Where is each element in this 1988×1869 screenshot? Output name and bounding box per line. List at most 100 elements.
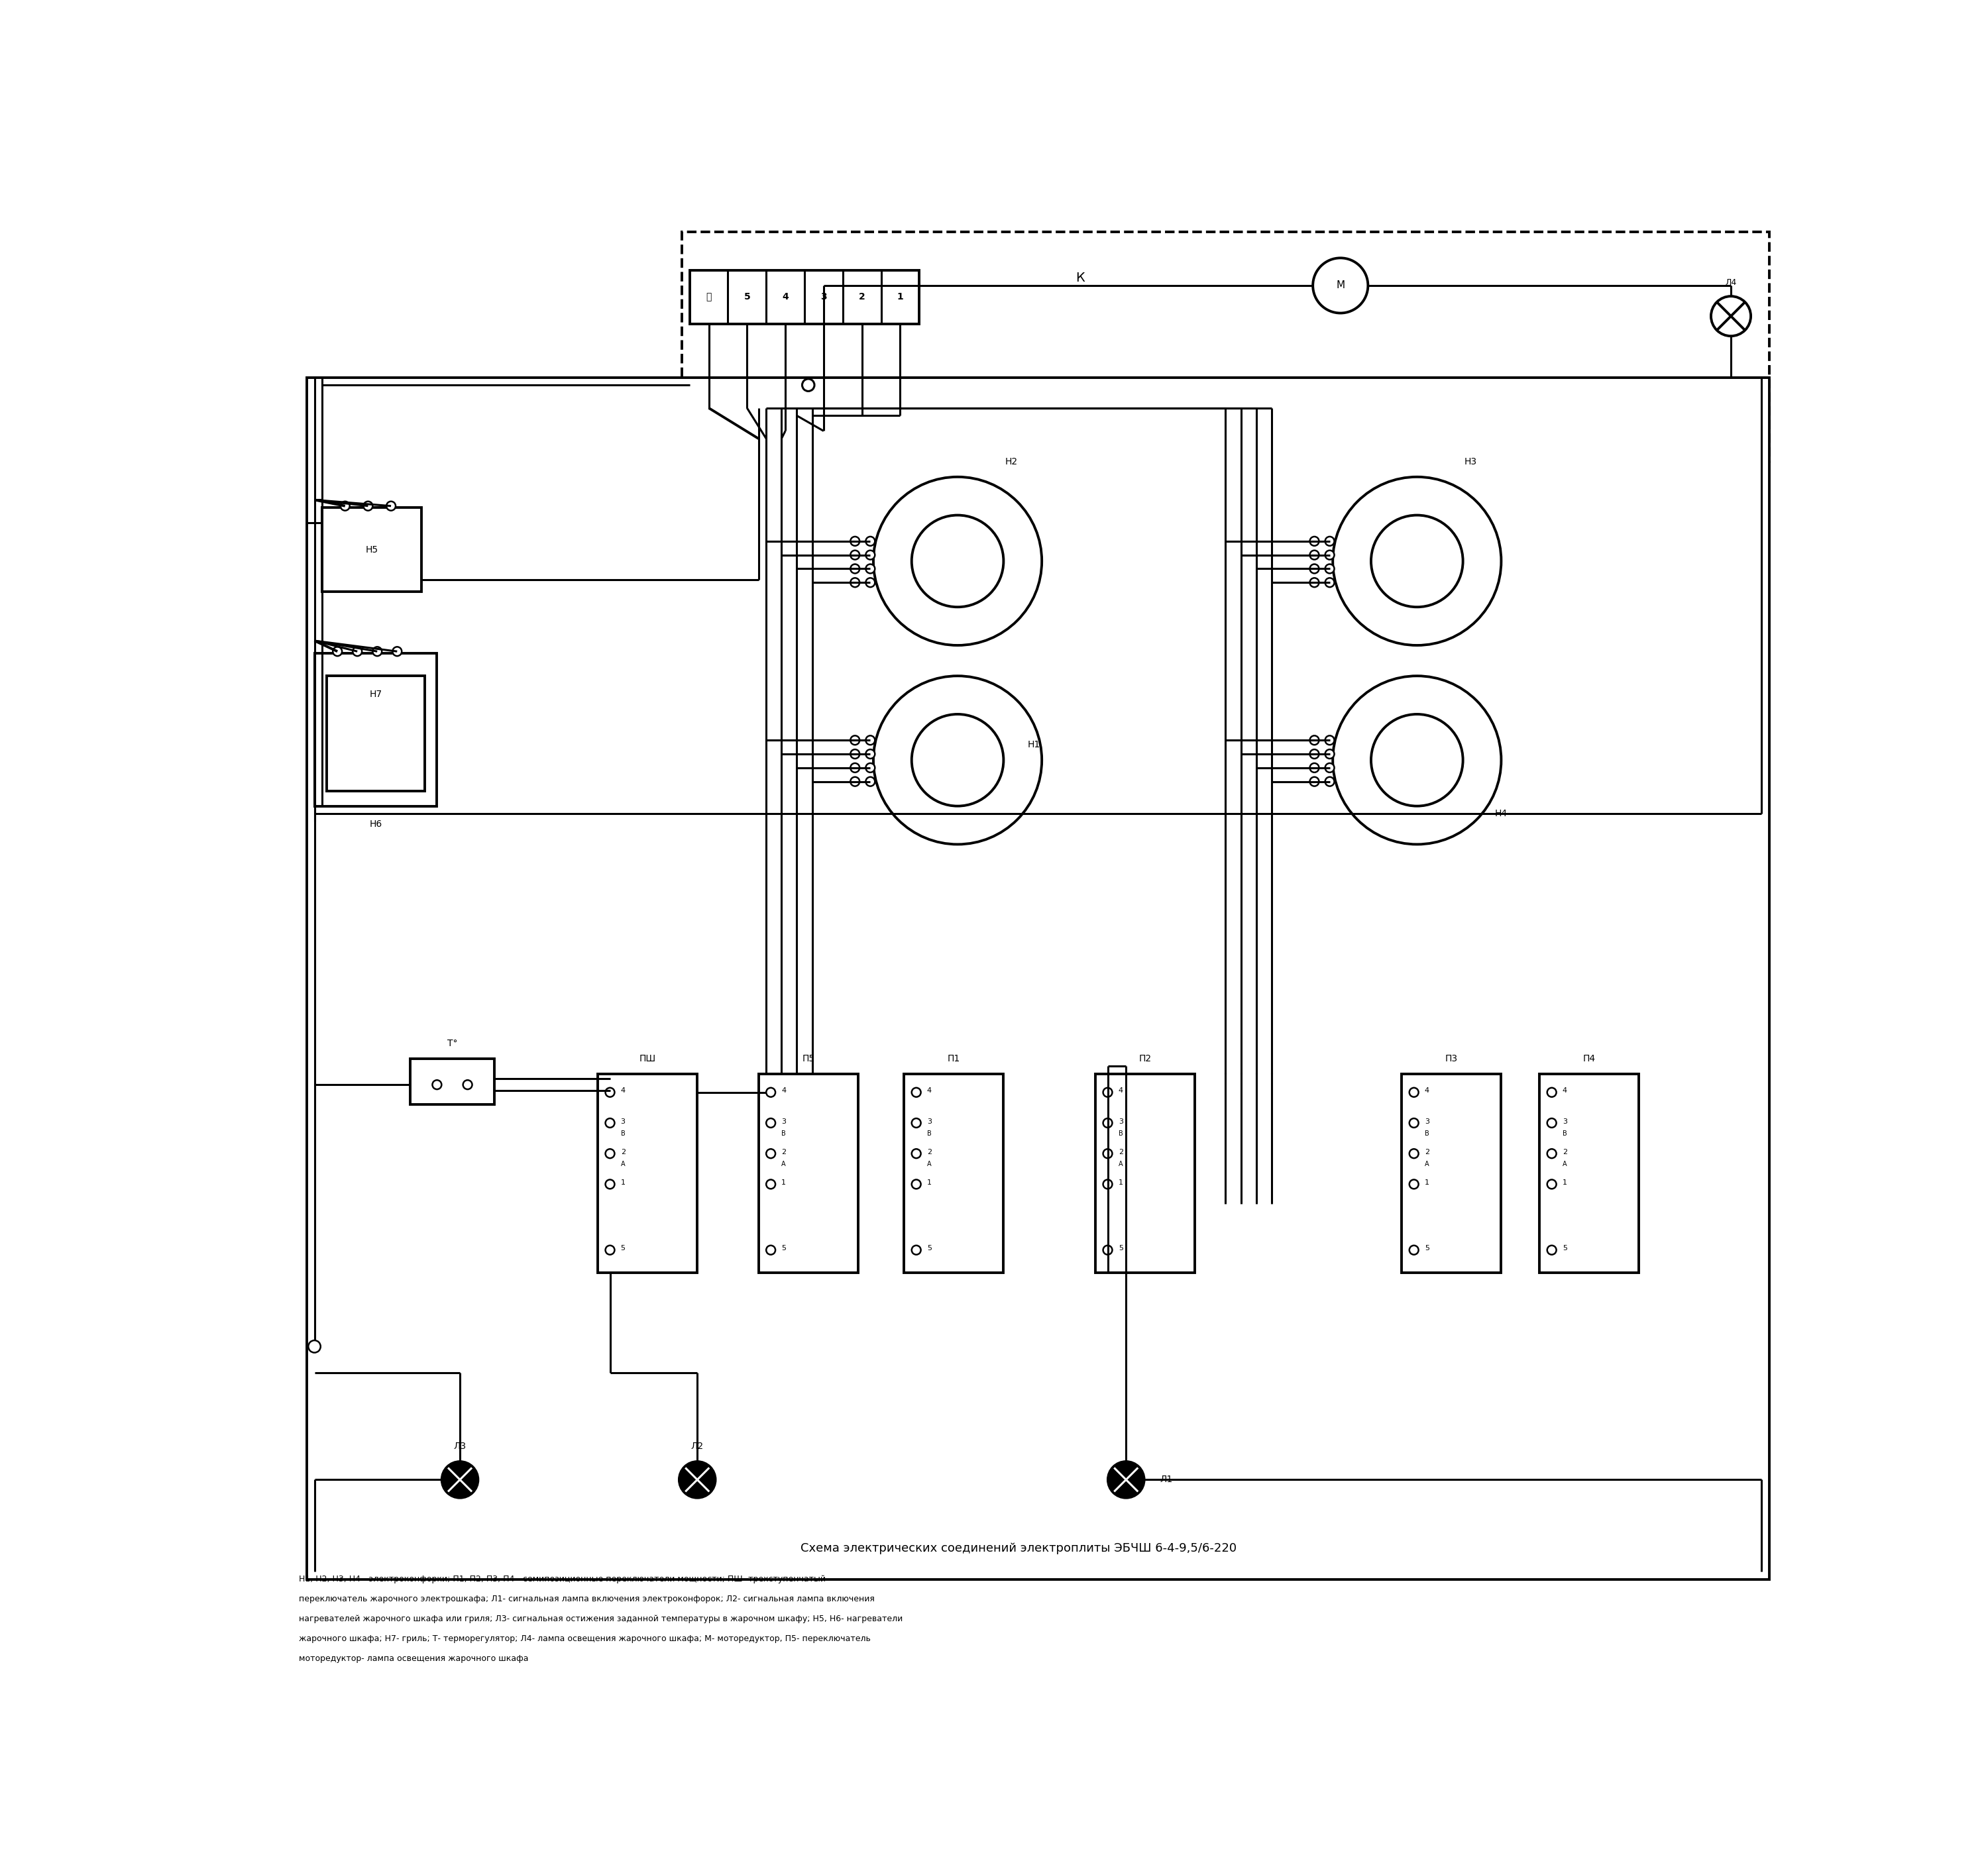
Circle shape [912,1245,920,1254]
Text: В: В [1563,1131,1567,1136]
Circle shape [386,501,396,510]
Bar [314,652,437,806]
Text: П4: П4 [1582,1054,1596,1063]
Text: 1: 1 [781,1179,785,1187]
Text: А: А [781,1161,785,1168]
Text: 2: 2 [859,292,865,301]
Circle shape [1310,564,1318,574]
Bar [598,1075,698,1273]
Text: Л2: Л2 [692,1441,704,1450]
Circle shape [308,1340,320,1353]
Circle shape [1409,1088,1419,1097]
Circle shape [1310,736,1318,746]
Text: 2: 2 [1119,1149,1123,1155]
Text: Т°: Т° [447,1039,457,1049]
Text: ⏚: ⏚ [706,292,712,301]
Circle shape [1326,736,1334,746]
Circle shape [865,536,875,546]
Text: А: А [1119,1161,1123,1168]
Circle shape [606,1179,614,1189]
Text: 4: 4 [620,1088,626,1093]
Circle shape [1312,258,1368,314]
Bar [759,1075,859,1273]
Text: Н6: Н6 [370,820,382,830]
Text: 1: 1 [620,1179,626,1187]
Circle shape [1712,295,1751,336]
Circle shape [352,647,362,656]
Text: 5: 5 [1425,1245,1429,1252]
Bar [690,271,918,323]
Circle shape [865,564,875,574]
Circle shape [912,1088,920,1097]
Text: 3: 3 [1119,1118,1123,1125]
Circle shape [912,1118,920,1127]
Circle shape [865,549,875,559]
Text: Н5: Н5 [366,546,378,555]
Circle shape [1107,1462,1145,1499]
Text: П2: П2 [1139,1054,1151,1063]
Text: В: В [620,1131,624,1136]
Circle shape [678,1462,716,1499]
Circle shape [1310,778,1318,787]
Circle shape [606,1088,614,1097]
Text: 2: 2 [1425,1149,1429,1155]
Circle shape [1310,763,1318,772]
Circle shape [851,549,859,559]
Text: Н2: Н2 [1004,456,1018,465]
Circle shape [1409,1149,1419,1159]
Text: 1: 1 [897,292,903,301]
Circle shape [865,749,875,759]
Text: К: К [1076,271,1085,284]
Circle shape [865,736,875,746]
Text: жарочного шкафа; Н7- гриль; Т- терморегулятор; Л4- лампа освещения жарочного шка: жарочного шкафа; Н7- гриль; Т- терморегу… [298,1634,871,1643]
Text: 4: 4 [926,1088,932,1093]
Text: 1: 1 [1425,1179,1429,1187]
Circle shape [340,501,350,510]
Text: 3: 3 [1563,1118,1567,1125]
Text: 2: 2 [926,1149,932,1155]
Bar [1539,1075,1638,1273]
Circle shape [1326,536,1334,546]
Text: 3: 3 [821,292,827,301]
Circle shape [372,647,382,656]
Text: 4: 4 [781,1088,785,1093]
Circle shape [1372,516,1463,607]
Circle shape [364,501,372,510]
Circle shape [865,578,875,587]
Text: 1: 1 [1563,1179,1567,1187]
Text: Схема электрических соединений электроплиты ЭБЧШ 6-4-9,5/6-220: Схема электрических соединений электропл… [801,1542,1237,1555]
Text: В: В [1425,1131,1429,1136]
Circle shape [912,1179,920,1189]
Circle shape [851,536,859,546]
Text: В: В [781,1131,785,1136]
Circle shape [765,1245,775,1254]
Bar [682,232,1769,462]
Circle shape [851,778,859,787]
Text: 3: 3 [781,1118,785,1125]
Circle shape [1310,536,1318,546]
Circle shape [873,677,1042,845]
Circle shape [441,1462,479,1499]
Text: 2: 2 [781,1149,785,1155]
Text: 3: 3 [926,1118,932,1125]
Text: 4: 4 [781,292,789,301]
Bar [905,1075,1004,1273]
Circle shape [765,1149,775,1159]
Text: 3: 3 [620,1118,626,1125]
Circle shape [851,564,859,574]
Text: 1: 1 [926,1179,932,1187]
Circle shape [1103,1179,1111,1189]
Circle shape [873,477,1042,645]
Circle shape [1409,1118,1419,1127]
Text: А: А [1425,1161,1429,1168]
Text: 5: 5 [926,1245,932,1252]
Text: 4: 4 [1119,1088,1123,1093]
Circle shape [431,1080,441,1090]
Text: Н1, Н2, Н3, Н4 - электроконфорки; П1, П2, П3, П4 - семипозиционные переключатели: Н1, Н2, Н3, Н4 - электроконфорки; П1, П2… [298,1574,825,1583]
Bar [330,820,1761,1372]
Text: 4: 4 [1563,1088,1567,1093]
Circle shape [1547,1245,1557,1254]
Circle shape [1326,763,1334,772]
Circle shape [865,763,875,772]
Text: 2: 2 [1563,1149,1567,1155]
